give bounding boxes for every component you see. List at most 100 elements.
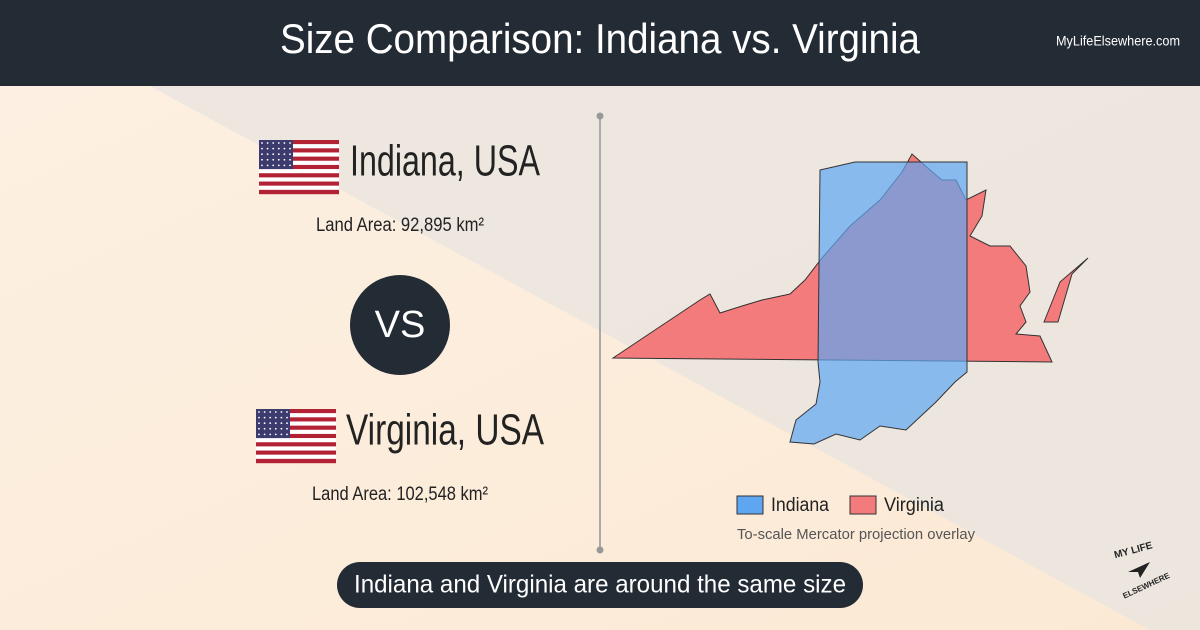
flag-star	[274, 433, 277, 436]
flag-stripe	[256, 429, 336, 435]
flag-star	[274, 422, 277, 425]
flag-star	[283, 164, 286, 167]
flag-stripe	[259, 185, 339, 191]
flag-star	[274, 427, 277, 430]
flag-star	[280, 416, 283, 419]
flag-star	[289, 164, 291, 167]
flag-star	[280, 427, 283, 430]
flag-canton	[256, 409, 290, 439]
flag-star	[269, 433, 272, 436]
title: Size Comparison: Indiana vs. Virginia	[280, 15, 921, 62]
flag-star	[261, 142, 263, 144]
flag-star	[261, 147, 263, 150]
flag-star	[280, 422, 283, 425]
flag-stripe	[256, 425, 336, 430]
flag-star	[283, 158, 286, 161]
flag-star	[277, 153, 280, 156]
flag-stripe	[256, 438, 336, 443]
site-name[interactable]: MyLifeElsewhere.com	[1056, 33, 1180, 49]
flag-stripe	[259, 181, 339, 186]
flag-stripe	[259, 189, 339, 195]
legend-swatch	[849, 495, 877, 515]
flag-star	[258, 411, 260, 413]
flag-star	[263, 427, 266, 430]
indiana-shape	[789, 161, 968, 445]
land-area: Land Area: 92,895 km²	[316, 215, 484, 236]
flag-stripe	[259, 156, 339, 161]
flag-star	[286, 411, 288, 413]
flag-star	[289, 153, 291, 156]
flag-star	[269, 416, 272, 419]
flag-stripe	[256, 450, 336, 455]
flag-star	[258, 422, 260, 425]
flag-stripe	[256, 421, 336, 426]
flag-star	[261, 158, 263, 161]
flag	[259, 140, 339, 195]
logo-plane	[1128, 562, 1150, 578]
flag-star	[286, 427, 288, 430]
flag-star	[283, 142, 286, 144]
flag-star	[274, 416, 277, 419]
flag-star	[277, 142, 280, 144]
flag-star	[280, 411, 283, 413]
legend-label: Indiana	[771, 495, 829, 516]
flag-star	[266, 158, 269, 161]
divider-end	[596, 112, 604, 120]
flag-star	[286, 433, 288, 436]
flag-star	[272, 158, 275, 161]
flag-star	[266, 142, 269, 144]
flag-stripe	[256, 409, 336, 414]
flag-stripe	[259, 160, 339, 166]
flag-star	[258, 427, 260, 430]
flag-stripe	[256, 458, 336, 464]
flag-star	[269, 427, 272, 430]
flag-stripe	[256, 446, 336, 451]
map-note: To-scale Mercator projection overlay	[737, 526, 975, 543]
flag-stripe	[259, 144, 339, 149]
flag-star	[272, 153, 275, 156]
flag-star	[283, 153, 286, 156]
legend-swatch	[736, 495, 764, 515]
flag-star	[266, 164, 269, 167]
flag-stripe	[256, 413, 336, 418]
flag-star	[263, 433, 266, 436]
flag-star	[263, 411, 266, 413]
divider-end	[596, 546, 604, 554]
flag-stripe	[256, 454, 336, 460]
flag-star	[272, 142, 275, 144]
header-bar	[0, 0, 1200, 86]
flag-stripe	[259, 152, 339, 157]
flag-stripe	[259, 173, 339, 178]
flag-star	[272, 147, 275, 150]
flag-star	[261, 153, 263, 156]
flag-stripe	[256, 417, 336, 422]
vs-label: VS	[375, 304, 426, 346]
flag-star	[261, 164, 263, 167]
flag-stripe	[259, 177, 339, 182]
flag-star	[269, 411, 272, 413]
flag-star	[289, 147, 291, 150]
conclusion: Indiana and Virginia are around the same…	[354, 571, 846, 599]
flag-star	[266, 153, 269, 156]
flag	[256, 409, 336, 464]
flag-stripe	[259, 169, 339, 174]
flag-star	[263, 416, 266, 419]
flag-star	[277, 147, 280, 150]
flag-stripe	[259, 148, 339, 153]
flag-star	[266, 147, 269, 150]
flag-star	[286, 416, 288, 419]
conclusion-pill	[337, 562, 863, 608]
flag-canton	[259, 140, 293, 170]
virginia-shore	[1043, 257, 1089, 323]
flag-star	[289, 158, 291, 161]
flag-star	[289, 142, 291, 144]
flag-star	[286, 422, 288, 425]
flag-star	[269, 422, 272, 425]
land-area: Land Area: 102,548 km²	[312, 484, 488, 505]
vs-circle	[350, 275, 450, 375]
flag-star	[258, 416, 260, 419]
flag-star	[277, 158, 280, 161]
place-name: Indiana, USA	[350, 137, 540, 186]
map-overlay	[611, 153, 1089, 445]
